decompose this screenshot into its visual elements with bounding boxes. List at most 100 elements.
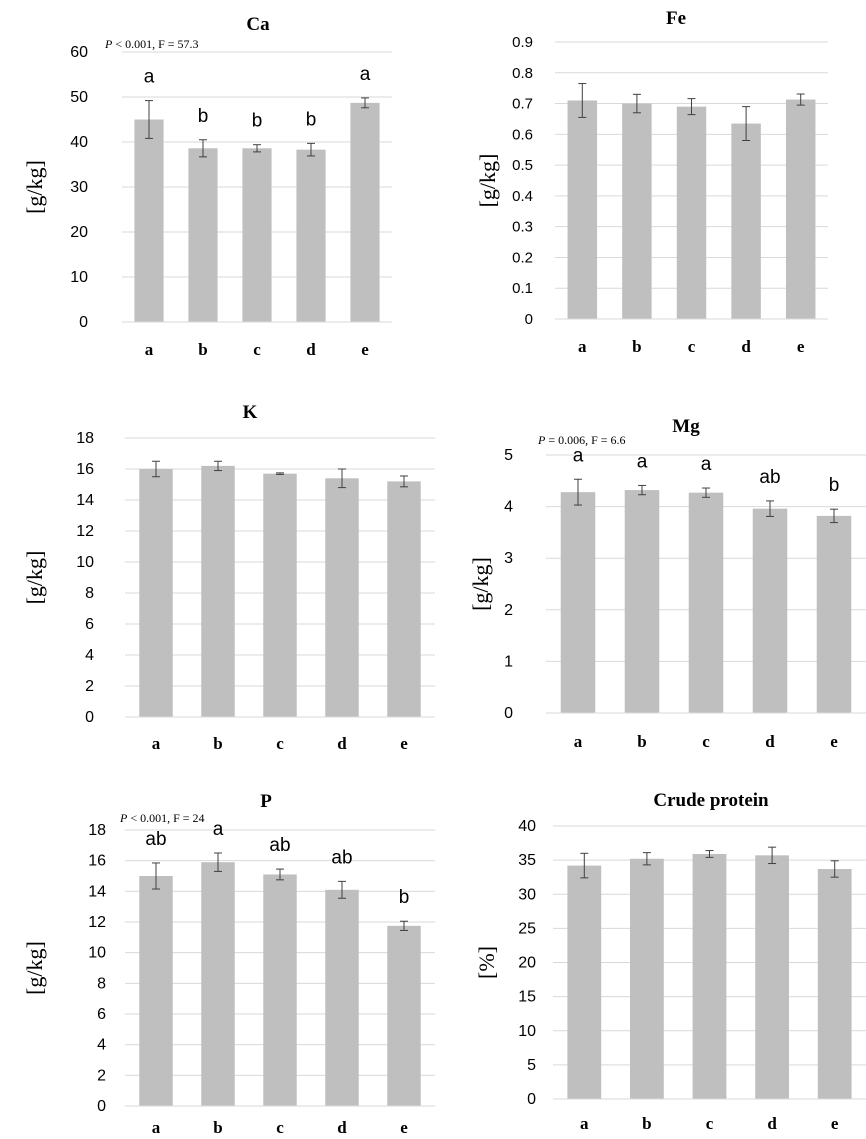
y-tick-label: 12 (88, 914, 106, 931)
bar (139, 469, 173, 717)
bar (560, 492, 596, 713)
error-bar (361, 97, 369, 109)
y-tick-label: 6 (85, 616, 94, 633)
x-tick-label: d (741, 337, 751, 356)
x-tick-label: a (152, 1118, 161, 1137)
stats-annotation: P < 0.001, F = 57.3 (104, 37, 199, 51)
x-tick-label: b (198, 340, 207, 359)
y-tick-label: 2 (97, 1067, 106, 1084)
chart-title: Ca (246, 14, 270, 35)
significance-letter: ab (331, 847, 352, 868)
significance-letter: b (399, 887, 410, 908)
bar (624, 490, 660, 713)
x-tick-label: d (765, 732, 775, 751)
x-tick-label: b (213, 734, 222, 753)
y-tick-label: 8 (97, 975, 106, 992)
bar (816, 515, 852, 713)
bar (387, 481, 421, 717)
y-tick-label: 20 (70, 224, 88, 241)
y-tick-label: 3 (504, 550, 513, 567)
y-tick-label: 0.2 (512, 249, 533, 266)
bar (785, 99, 816, 319)
y-tick-label: 0 (85, 709, 94, 726)
bar (688, 492, 724, 713)
x-tick-label: b (632, 337, 641, 356)
y-tick-label: 10 (76, 554, 94, 571)
error-bar (199, 139, 207, 158)
error-bar (830, 508, 838, 524)
error-bar (687, 98, 696, 116)
error-bar (276, 472, 284, 475)
error-bar (766, 500, 774, 517)
error-bar (338, 880, 346, 899)
x-tick-label: e (831, 1114, 839, 1133)
bar (755, 855, 790, 1099)
y-tick-label: 18 (88, 822, 106, 839)
bar (242, 148, 272, 322)
y-tick-label: 5 (504, 447, 513, 464)
y-tick-label: 10 (88, 945, 106, 962)
x-tick-label: c (688, 337, 696, 356)
x-tick-label: d (306, 340, 316, 359)
y-tick-label: 5 (527, 1057, 536, 1074)
x-tick-label: c (276, 734, 284, 753)
x-tick-label: a (145, 340, 154, 359)
y-tick-label: 30 (70, 179, 88, 196)
chart-title: K (243, 402, 258, 423)
y-tick-label: 0.3 (512, 219, 533, 236)
x-tick-label: a (152, 734, 161, 753)
error-bar (145, 100, 153, 139)
y-tick-label: 8 (85, 585, 94, 602)
error-bar (214, 460, 222, 472)
significance-letter: a (637, 451, 648, 472)
bar (567, 100, 598, 319)
error-bar (796, 93, 805, 106)
y-axis-label: [g/kg] (22, 941, 47, 995)
bar (263, 874, 297, 1106)
chart-title: Crude protein (653, 790, 769, 811)
bar (387, 925, 421, 1106)
error-bar (632, 93, 641, 114)
significance-letter: a (144, 67, 155, 88)
y-tick-label: 60 (70, 44, 88, 61)
significance-letter: ab (759, 467, 780, 488)
y-tick-label: 10 (70, 269, 88, 286)
error-bar (214, 852, 222, 872)
y-tick-label: 40 (518, 818, 536, 835)
significance-letter: a (360, 64, 371, 85)
bar (201, 465, 235, 717)
x-tick-label: a (578, 337, 587, 356)
y-tick-label: 2 (85, 678, 94, 695)
y-tick-label: 4 (85, 647, 94, 664)
x-tick-label: d (337, 734, 347, 753)
error-bar (830, 860, 839, 878)
error-bar (253, 144, 261, 153)
x-tick-label: d (337, 1118, 347, 1137)
error-bar (705, 850, 714, 858)
x-tick-label: b (637, 732, 646, 751)
error-bar (307, 142, 315, 157)
significance-letter: a (701, 454, 712, 475)
bar (622, 103, 652, 319)
y-tick-label: 0 (525, 311, 533, 328)
y-tick-label: 2 (504, 602, 513, 619)
error-bar (400, 475, 408, 488)
significance-letter: a (213, 819, 224, 840)
x-tick-label: c (253, 340, 261, 359)
chart-title: P (260, 791, 272, 812)
y-tick-label: 25 (518, 920, 536, 937)
y-tick-label: 10 (518, 1023, 536, 1040)
bar (629, 858, 664, 1099)
x-tick-label: b (642, 1114, 651, 1133)
y-tick-label: 30 (518, 886, 536, 903)
x-tick-label: b (213, 1118, 222, 1137)
chart-panel: 0 10 20 30 40 50 60 a a b b b c b d a e Ca [g/kg] P < 0.001… (22, 14, 392, 359)
y-tick-label: 18 (76, 430, 94, 447)
bar (676, 106, 707, 319)
bar (692, 853, 727, 1099)
error-bar (578, 83, 587, 118)
y-tick-label: 4 (97, 1037, 106, 1054)
